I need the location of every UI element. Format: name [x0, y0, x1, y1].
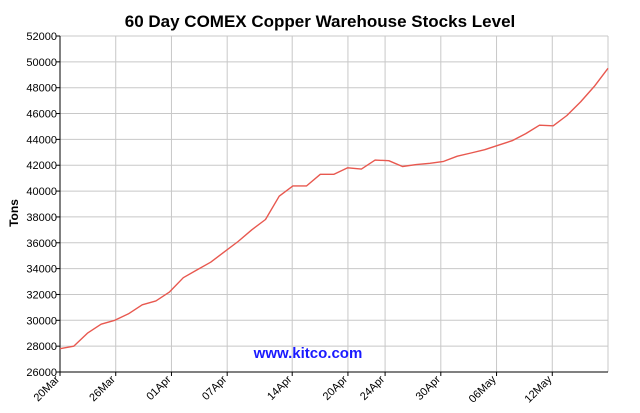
grid-lines: [59, 35, 609, 373]
chart-title: 60 Day COMEX Copper Warehouse Stocks Lev…: [125, 12, 516, 31]
y-tick-label: 42000: [26, 160, 57, 172]
x-tick-label: 12May: [523, 373, 555, 405]
x-tick-label: 01Apr: [144, 373, 173, 402]
y-tick-label: 52000: [26, 31, 57, 43]
x-tick-label: 30Apr: [414, 373, 443, 402]
y-tick-label: 36000: [26, 238, 57, 250]
x-tick-labels: 20Mar 26Mar 01Apr 07Apr 14Apr 20Apr 24Apr 30Apr…: [32, 373, 555, 405]
y-axis-label: Tons: [7, 199, 21, 227]
y-tick-label: 30000: [26, 315, 57, 327]
y-tick-label: 40000: [26, 186, 57, 198]
y-tick-label: 44000: [26, 134, 57, 146]
y-tick-label: 38000: [26, 212, 57, 224]
axes: [56, 35, 608, 376]
y-tick-label: 34000: [26, 264, 57, 276]
series-line: [59, 67, 609, 350]
x-tick-label: 07Apr: [200, 373, 229, 402]
x-tick-label: 24Apr: [358, 373, 387, 402]
y-tick-label: 28000: [26, 341, 57, 353]
x-tick-label: 06May: [467, 373, 499, 405]
y-tick-label: 50000: [26, 57, 57, 69]
x-tick-label: 26Mar: [87, 373, 118, 404]
y-tick-label: 32000: [26, 289, 57, 301]
y-tick-label: 26000: [26, 367, 57, 379]
x-tick-label: 20Apr: [321, 373, 350, 402]
y-tick-label: 48000: [26, 83, 57, 95]
series-layer: [59, 67, 609, 350]
y-tick-labels: 26000 28000 30000 32000 34000 36000 38000 40000…: [26, 31, 57, 379]
x-tick-label: 14Apr: [265, 373, 294, 402]
y-tick-label: 46000: [26, 109, 57, 121]
watermark-text: www.kitco.com: [253, 345, 363, 362]
